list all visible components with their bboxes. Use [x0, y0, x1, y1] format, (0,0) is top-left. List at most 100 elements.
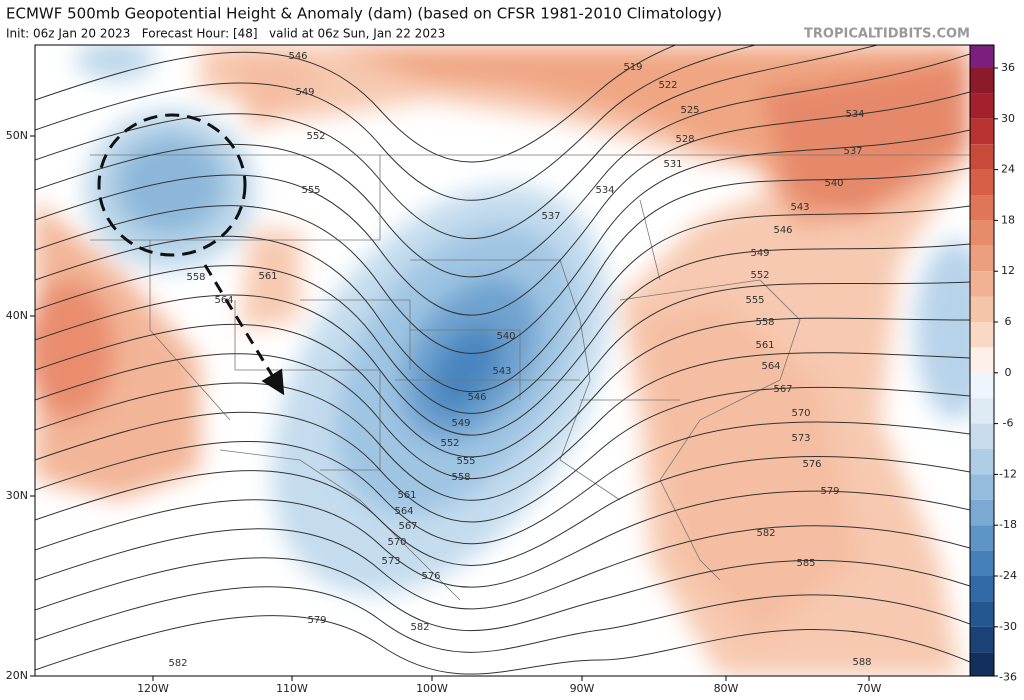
colorbar-band	[970, 372, 994, 399]
colorbar-band	[970, 220, 994, 246]
colorbar-label: 6	[1005, 315, 1012, 328]
contour-label: 564	[761, 361, 780, 372]
colorbar-band	[970, 296, 994, 322]
contour-label: 543	[492, 366, 511, 377]
colorbar-label: 18	[1001, 213, 1015, 226]
contour-line	[35, 45, 880, 239]
colorbar-label: -18	[999, 518, 1017, 531]
contour-label: 528	[675, 134, 694, 145]
contour-line	[35, 167, 970, 393]
colorbar-band	[970, 347, 994, 373]
lat-label: 40N	[6, 309, 28, 322]
contour-label: 543	[790, 202, 809, 213]
contour-label: 534	[595, 185, 614, 196]
colorbar-label: 0	[1005, 366, 1012, 379]
colorbar-label: 24	[1001, 163, 1015, 176]
colorbar: 36 30 24 18 12 6 0 -6 -12 -18 -24 -30 -36	[969, 44, 1017, 684]
contour-line	[35, 317, 970, 479]
colorbar-band	[970, 169, 994, 195]
colorbar-band	[970, 652, 994, 676]
anomaly-fill	[35, 45, 970, 676]
track-arrow	[203, 264, 285, 396]
colorbar-band	[970, 449, 994, 475]
contour-label: 540	[496, 331, 515, 342]
contour-line	[35, 386, 970, 523]
contour-label: 525	[680, 105, 699, 116]
contour-label: 561	[258, 271, 277, 282]
contour-label: 567	[398, 521, 417, 532]
contour-label: 573	[791, 433, 810, 444]
contour-label: 561	[755, 340, 774, 351]
colorbar-label: 12	[1001, 264, 1015, 277]
contour-label: 570	[387, 537, 406, 548]
contour-label: 555	[301, 185, 320, 196]
contour-label: 564	[214, 295, 233, 306]
contour-line	[35, 53, 970, 278]
colorbar-band	[970, 398, 994, 424]
colorbar-band	[970, 45, 994, 68]
colorbar-band	[970, 322, 994, 348]
contour-label: 549	[451, 418, 470, 429]
contour-label: 552	[750, 270, 769, 281]
colorbar-band	[970, 245, 994, 272]
colorbar-band	[970, 525, 994, 551]
colorbar-frame	[969, 44, 995, 677]
contour-label: 552	[306, 131, 325, 142]
contour-label: 537	[541, 211, 560, 222]
colorbar-label: -12	[999, 467, 1017, 480]
watermark: TROPICALTIDBITS.COM	[804, 27, 970, 42]
contour-line	[35, 456, 970, 566]
lon-label: 120W	[137, 682, 169, 695]
low-circle	[97, 113, 247, 257]
colorbar-band	[970, 93, 994, 119]
contour-line	[35, 205, 970, 414]
colorbar-label: 36	[1001, 61, 1015, 74]
contour-line	[35, 421, 970, 545]
contour-label: 546	[288, 51, 307, 62]
contour-line	[35, 281, 970, 458]
colorbar-label: -6	[1003, 417, 1014, 430]
colorbar-label: 30	[1001, 112, 1015, 125]
contour-lines	[35, 45, 970, 675]
contour-label: 588	[852, 657, 871, 668]
lon-label: 110W	[276, 682, 308, 695]
contour-label: 567	[773, 384, 792, 395]
colorbar-label: -24	[999, 569, 1017, 582]
contour-line	[35, 243, 970, 436]
contour-line	[35, 352, 970, 501]
contour-label: 555	[745, 295, 764, 306]
colorbar-band	[970, 271, 994, 297]
colorbar-band	[970, 550, 994, 576]
contour-line	[35, 45, 757, 201]
colorbar-band	[970, 423, 994, 449]
contour-label: 552	[440, 438, 459, 449]
colorbar-band	[970, 195, 994, 221]
subtitle: Init: 06z Jan 20 2023 Forecast Hour: [48…	[6, 27, 445, 41]
contour-label: 573	[381, 556, 400, 567]
contour-label: 519	[623, 62, 642, 73]
contour-label: 558	[755, 317, 774, 328]
contour-label: 585	[796, 558, 815, 569]
contour-label: 558	[451, 472, 470, 483]
contour-line	[35, 45, 677, 163]
colorbar-band	[970, 144, 994, 170]
contour-line	[35, 615, 970, 675]
lon-label: 80W	[714, 682, 739, 695]
lon-label: 70W	[857, 682, 882, 695]
title: ECMWF 500mb Geopotential Height & Anomal…	[6, 5, 722, 23]
contour-label: 540	[824, 178, 843, 189]
contour-line	[35, 91, 970, 316]
contour-line	[35, 490, 970, 588]
contour-label: 549	[295, 87, 314, 98]
contour-label: 534	[845, 109, 864, 120]
colorbar-band	[970, 499, 994, 526]
contour-label: 537	[843, 146, 862, 157]
contour-label: 576	[802, 459, 821, 470]
contour-label: 570	[791, 408, 810, 419]
colorbar-band	[970, 68, 994, 94]
map	[35, 45, 970, 676]
contour-label: 555	[456, 456, 475, 467]
lat-label: 50N	[6, 129, 28, 142]
contour-label: 549	[750, 248, 769, 259]
